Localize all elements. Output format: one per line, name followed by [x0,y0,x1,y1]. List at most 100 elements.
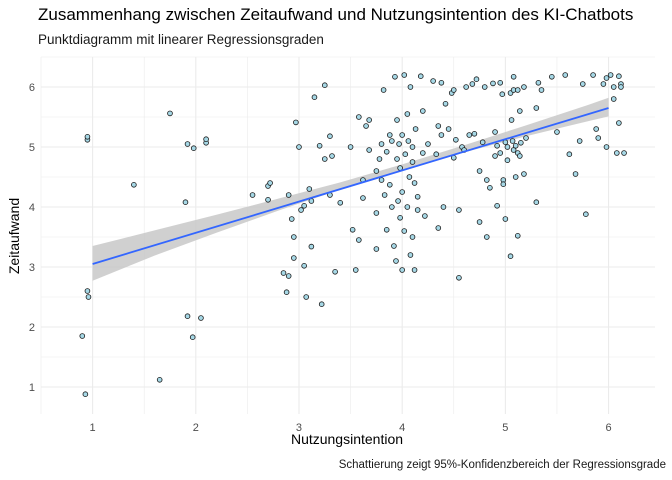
data-point [483,177,490,183]
data-point [583,211,589,218]
data-point [492,153,498,159]
data-point [502,216,509,222]
data-point [533,199,540,206]
data-point [442,101,449,107]
data-point [473,76,480,82]
data-point [456,207,462,213]
data-point [562,72,569,78]
data-point [523,135,529,141]
data-point [378,141,385,147]
x-tick-label: 5 [502,422,508,434]
data-point [420,108,426,114]
data-point [291,234,297,240]
data-point [380,87,387,93]
data-point [285,273,292,279]
data-point [396,141,402,147]
data-point [402,151,409,158]
x-tick-label: 6 [606,422,612,434]
x-axis-title: Nutzungsintention [291,431,403,447]
data-point [616,120,622,126]
data-point [456,274,462,281]
data-point [510,74,517,80]
data-point [329,153,335,159]
data-point [566,151,573,158]
data-point [337,200,344,206]
data-point [411,267,418,273]
data-point [618,84,624,90]
data-point [471,131,478,137]
data-point [497,80,504,86]
data-point [401,72,408,78]
y-tick-label: 5 [29,142,35,154]
data-point [483,234,490,240]
y-tick-label: 4 [29,202,35,214]
data-point [610,84,617,90]
data-point [572,171,579,177]
data-point [383,149,390,155]
data-points [79,72,627,398]
data-point [386,182,393,188]
y-tick-label: 2 [29,322,35,334]
data-point [321,82,328,88]
data-point [366,147,372,153]
data-point [508,117,515,123]
data-point [373,168,380,174]
data-point [538,87,545,93]
data-point [512,143,519,149]
data-point [391,243,397,249]
data-point [265,197,271,203]
data-point [414,194,421,200]
data-point [600,81,607,87]
data-point [406,174,413,180]
data-point [469,81,476,87]
data-point [512,174,519,180]
data-point [280,270,287,276]
data-point [595,135,602,141]
data-point [395,198,401,204]
data-point [399,267,405,273]
data-point [433,151,440,158]
data-point [84,288,91,294]
data-point [504,144,511,150]
x-tick-label: 1 [90,422,96,434]
data-point [389,204,395,210]
x-tick-label: 4 [399,422,405,434]
data-point [438,80,445,86]
data-point [318,301,325,308]
data-point [349,227,356,233]
data-point [603,75,610,81]
data-point [554,129,560,135]
data-point [407,252,414,258]
regression-line [92,107,609,265]
data-point [356,237,362,243]
data-point [394,117,400,123]
data-point [249,192,256,198]
data-point [156,376,163,383]
data-point [453,137,459,143]
data-point [479,139,486,146]
data-point [404,204,411,210]
data-point [84,134,91,140]
data-point [291,255,297,261]
data-point [616,73,622,79]
data-point [293,119,299,126]
data-point [422,213,428,219]
data-point [376,156,383,162]
data-point [414,207,421,213]
data-point [308,243,315,250]
confidence-band [92,97,609,281]
y-tick-label: 6 [29,82,35,94]
chart-subtitle: Punktdiagramm mit linearer Regressionsgr… [38,32,324,47]
data-point [494,203,500,209]
data-point [79,333,86,339]
data-point [363,123,369,129]
data-point [579,81,586,87]
data-point [389,138,395,144]
tick-labels: 1 2 3 4 5 6 1 2 3 4 5 6 [29,82,612,434]
data-point [167,110,173,117]
data-point [409,159,416,165]
data-point [366,117,372,123]
data-point [285,192,292,198]
data-point [198,315,204,321]
data-point [399,189,405,195]
